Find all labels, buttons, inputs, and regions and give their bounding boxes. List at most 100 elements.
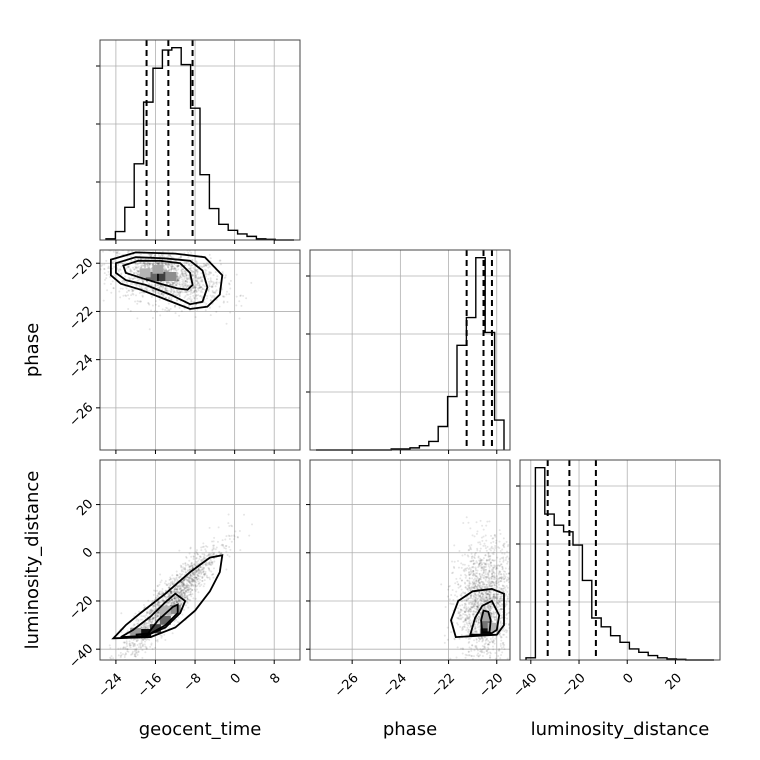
sample-point: [178, 576, 181, 579]
sample-point: [160, 636, 163, 639]
sample-point: [205, 264, 208, 267]
sample-point: [228, 525, 231, 528]
sample-point: [500, 617, 503, 620]
sample-point: [494, 651, 497, 654]
sample-point: [488, 583, 491, 586]
sample-point: [167, 586, 170, 589]
sample-point: [474, 646, 477, 649]
sample-point: [480, 650, 483, 653]
sample-point: [506, 555, 509, 558]
sample-point: [480, 567, 483, 570]
sample-point: [189, 281, 192, 284]
sample-point: [180, 310, 183, 313]
sample-point: [468, 646, 471, 649]
sample-point: [177, 598, 180, 601]
sample-point: [487, 598, 490, 601]
sample-point: [229, 548, 232, 551]
sample-point: [219, 552, 222, 555]
sample-point: [145, 622, 148, 625]
sample-point: [205, 265, 208, 268]
sample-point: [453, 544, 456, 547]
sample-point: [193, 563, 196, 566]
sample-point: [163, 270, 166, 273]
sample-point: [187, 580, 190, 583]
sample-point: [153, 289, 156, 292]
sample-point: [188, 581, 191, 584]
sample-point: [459, 610, 462, 613]
sample-point: [229, 311, 232, 314]
sample-point: [487, 593, 490, 596]
sample-point: [182, 579, 185, 582]
sample-point: [459, 613, 462, 616]
sample-point: [493, 581, 496, 584]
sample-point: [191, 287, 194, 290]
sample-point: [470, 610, 473, 613]
sample-point: [136, 269, 139, 272]
sample-point: [182, 588, 185, 591]
sample-point: [486, 598, 489, 601]
sample-point: [93, 249, 95, 251]
sample-point: [191, 588, 194, 591]
sample-point: [196, 287, 199, 290]
sample-point: [211, 561, 214, 564]
sample-point: [479, 584, 482, 587]
sample-point: [229, 279, 232, 282]
sample-point: [468, 613, 471, 616]
sample-point: [116, 252, 119, 255]
sample-point: [145, 243, 147, 245]
sample-point: [205, 262, 208, 265]
sample-point: [475, 618, 478, 621]
sample-point: [483, 596, 486, 599]
sample-point: [195, 261, 198, 264]
sample-point: [186, 579, 189, 582]
sample-point: [479, 594, 482, 597]
sample-point: [199, 286, 202, 289]
sample-point: [173, 597, 176, 600]
sample-point: [175, 600, 178, 603]
sample-point: [150, 643, 153, 646]
sample-point: [188, 586, 191, 589]
sample-point: [485, 592, 488, 595]
sample-point: [161, 254, 164, 257]
sample-point: [185, 600, 188, 603]
sample-point: [144, 265, 147, 268]
sample-point: [176, 272, 179, 275]
sample-point: [484, 562, 487, 565]
sample-point: [200, 289, 203, 292]
sample-point: [473, 557, 476, 560]
sample-point: [166, 256, 169, 259]
sample-point: [170, 598, 173, 601]
sample-point: [157, 262, 160, 265]
sample-point: [472, 566, 475, 569]
sample-point: [466, 614, 469, 617]
sample-point: [178, 576, 181, 579]
sample-point: [192, 555, 195, 558]
sample-point: [478, 581, 481, 584]
sample-point: [175, 294, 178, 297]
sample-point: [183, 595, 186, 598]
sample-point: [172, 256, 175, 259]
sample-point: [189, 295, 192, 298]
sample-point: [479, 654, 482, 657]
sample-point: [500, 623, 503, 626]
sample-point: [185, 571, 188, 574]
sample-point: [127, 266, 130, 269]
sample-point: [171, 265, 174, 268]
sample-point: [152, 262, 155, 265]
sample-point: [201, 291, 204, 294]
sample-point: [484, 547, 487, 550]
sample-point: [181, 271, 184, 274]
sample-point: [209, 279, 212, 282]
sample-point: [184, 562, 187, 565]
sample-point: [495, 582, 498, 585]
sample-point: [133, 643, 136, 646]
sample-point: [486, 646, 489, 649]
sample-point: [166, 281, 169, 284]
sample-point: [239, 549, 242, 552]
sample-point: [224, 274, 227, 277]
sample-point: [180, 594, 183, 597]
sample-point: [185, 287, 188, 290]
x-tick-label: −22: [428, 671, 458, 701]
sample-point: [205, 544, 208, 547]
sample-point: [155, 300, 158, 303]
